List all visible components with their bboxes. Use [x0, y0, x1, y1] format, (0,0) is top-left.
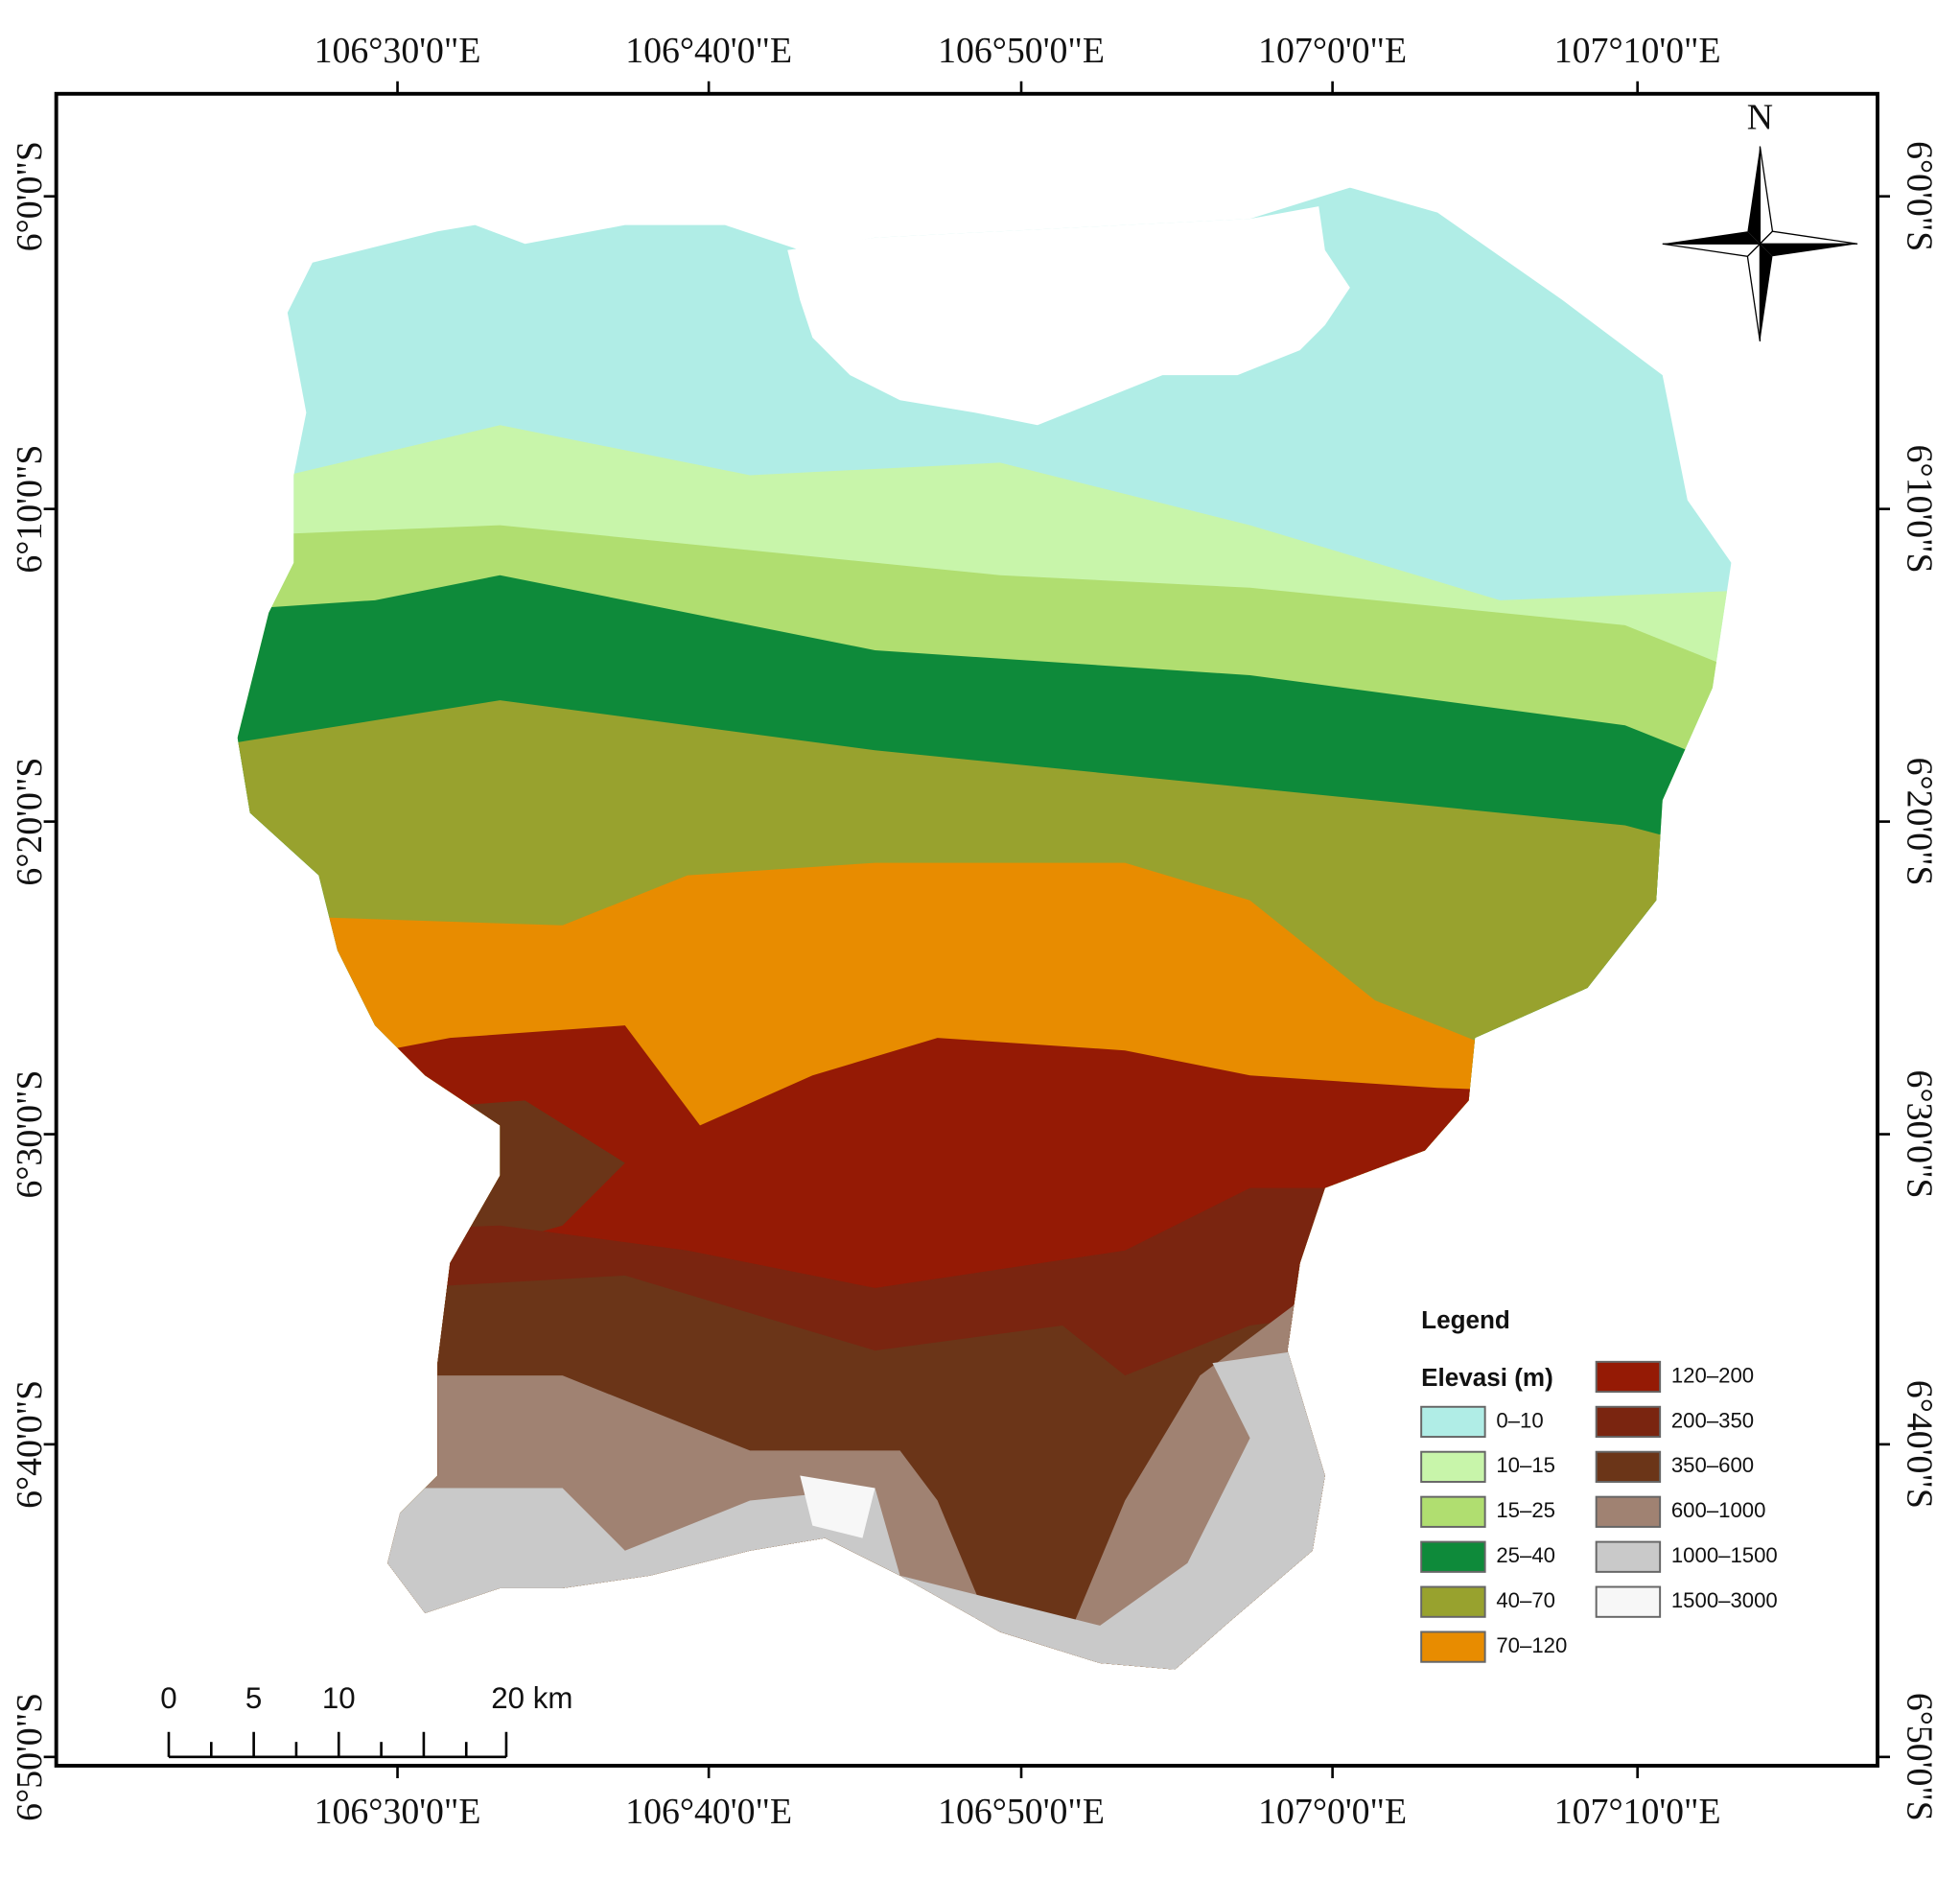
- lon-label-bottom: 107°0'0"E: [1258, 1792, 1407, 1832]
- legend-title: Legend: [1421, 1305, 1510, 1334]
- lat-label-left: 6°10'0"S: [10, 445, 50, 574]
- legend-swatch: [1420, 1405, 1486, 1439]
- lon-label-top: 106°50'0"E: [938, 31, 1105, 71]
- lat-label-left: 6°20'0"S: [10, 758, 50, 886]
- legend-label: 0–10: [1496, 1408, 1543, 1432]
- lat-label-left: 6°40'0"S: [10, 1380, 50, 1509]
- lon-label-bottom: 106°40'0"E: [625, 1792, 792, 1832]
- legend-label: 70–120: [1496, 1633, 1567, 1657]
- legend-label: 25–40: [1496, 1543, 1555, 1567]
- lon-label-top: 107°0'0"E: [1258, 31, 1407, 71]
- scale-label: 20 km: [491, 1681, 572, 1715]
- lat-label-right: 6°50'0"S: [1899, 1693, 1939, 1821]
- lat-label-right: 6°0'0"S: [1899, 141, 1939, 251]
- scale-bar: 0 5 10 20 km: [160, 1681, 572, 1759]
- legend-swatch: [1595, 1360, 1662, 1394]
- legend-swatch: [1595, 1495, 1662, 1528]
- lat-label-left: 6°0'0"S: [10, 141, 50, 251]
- lat-label-right: 6°20'0"S: [1899, 758, 1939, 886]
- legend-swatch: [1420, 1585, 1486, 1618]
- legend-swatch: [1595, 1450, 1662, 1483]
- lon-label-bottom: 107°10'0"E: [1554, 1792, 1721, 1832]
- lat-label-left: 6°30'0"S: [10, 1070, 50, 1199]
- legend-label: 10–15: [1496, 1453, 1555, 1477]
- lat-label-right: 6°30'0"S: [1899, 1070, 1939, 1199]
- graticule-ticks: 106°30'0"E 106°30'0"E 106°40'0"E 106°40'0"E…: [10, 31, 1939, 1832]
- north-arrow: N: [1662, 97, 1858, 342]
- legend-label: 1000–1500: [1671, 1543, 1778, 1567]
- legend-swatch: [1420, 1540, 1486, 1573]
- legend-swatch: [1595, 1405, 1662, 1439]
- scale-label: 10: [322, 1681, 356, 1715]
- lat-label-left: 6°50'0"S: [10, 1693, 50, 1821]
- lon-label-top: 106°30'0"E: [315, 31, 481, 71]
- legend-swatch: [1595, 1585, 1662, 1618]
- lon-label-bottom: 106°30'0"E: [315, 1792, 481, 1832]
- legend-label: 600–1000: [1671, 1498, 1766, 1522]
- legend: 0–10 10–15 15–25 25–40 40–70 70–120 120–200 200…: [1420, 1360, 1778, 1663]
- elevation-zone: [800, 1475, 875, 1538]
- legend-swatch: [1595, 1540, 1662, 1573]
- legend-swatch: [1420, 1495, 1486, 1528]
- legend-label: 350–600: [1671, 1453, 1754, 1477]
- scale-label: 5: [245, 1681, 262, 1715]
- sea-bay: [787, 206, 1350, 426]
- legend-label: 15–25: [1496, 1498, 1555, 1522]
- legend-swatch: [1420, 1450, 1486, 1483]
- legend-label: 40–70: [1496, 1588, 1555, 1612]
- scale-label: 0: [160, 1681, 176, 1715]
- lon-label-bottom: 106°50'0"E: [938, 1792, 1105, 1832]
- legend-label: 1500–3000: [1671, 1588, 1778, 1612]
- north-label: N: [1747, 97, 1773, 137]
- legend-label: 120–200: [1671, 1363, 1754, 1387]
- legend-swatch: [1420, 1631, 1486, 1663]
- lon-label-top: 107°10'0"E: [1554, 31, 1721, 71]
- lon-label-top: 106°40'0"E: [625, 31, 792, 71]
- lat-label-right: 6°40'0"S: [1899, 1380, 1939, 1509]
- lat-label-right: 6°10'0"S: [1899, 445, 1939, 574]
- map-frame: [54, 91, 1879, 1768]
- legend-label: 200–350: [1671, 1408, 1754, 1432]
- legend-subtitle: Elevasi (m): [1421, 1363, 1553, 1392]
